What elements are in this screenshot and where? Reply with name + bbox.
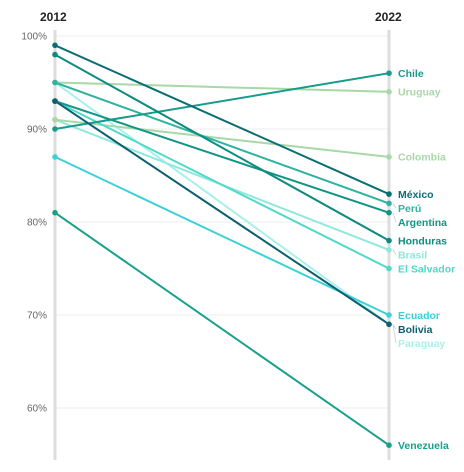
point-end-chile [386,70,392,76]
series-line-mexico [54,44,390,196]
point-end-mexico [386,191,392,197]
series-line-peru [54,81,390,205]
y-tick-labels: 60% 70% 80% 90% 100% [21,32,47,415]
series-label-peru: Perú [398,203,421,215]
series-line-uruguay [54,81,390,93]
point-end-ecuador [386,312,392,318]
series-label-el-salvador: El Salvador [398,263,455,275]
point-start-colombia [52,116,58,123]
label-connector-peru [392,203,397,209]
point-end-argentina [386,209,392,216]
point-start-mexico [52,42,58,49]
series-label-bolivia: Bolivia [398,324,433,336]
series-line-paraguay [54,81,390,326]
point-end-el-salvador [386,265,392,272]
y-tick-label-90: 90% [27,125,47,136]
point-end-bolivia [386,321,392,328]
series-label-honduras: Honduras [398,235,447,247]
point-end-peru [386,200,392,207]
point-start-ecuador [52,154,58,160]
series-line-argentina [54,100,390,214]
label-connector-argentina [392,212,397,223]
series-points [52,42,392,449]
point-start-honduras [52,51,58,58]
label-connector-brasil [392,249,397,255]
series-label-colombia: Colombia [398,152,446,164]
series-line-honduras [54,53,390,242]
series-label-paraguay: Paraguay [398,338,445,350]
series-line-bolivia [54,100,390,326]
point-end-brasil [386,247,392,253]
point-start-bolivia [52,98,58,104]
series-labels: Chile Uruguay Colombia México Perú Argentina H… [392,68,455,452]
series-label-chile: Chile [398,68,424,80]
y-tick-label-60: 60% [27,404,47,415]
y-tick-label-80: 80% [27,218,47,229]
label-connector-paraguay [392,324,397,344]
series-label-venezuela: Venezuela [398,440,449,452]
point-start-venezuela [52,209,58,216]
series-line-ecuador [54,155,390,316]
series-line-el-salvador [54,100,390,270]
point-start-peru [52,79,58,86]
y-tick-label-70: 70% [27,311,47,322]
point-end-venezuela [386,442,392,449]
series-line-venezuela [54,211,390,447]
point-end-colombia [386,154,392,160]
year-axes [53,30,391,460]
year-label-start: 2012 [40,10,67,24]
series-line-colombia [54,118,390,158]
y-tick-label-100: 100% [21,32,47,43]
series-label-brasil: Brasil [398,249,427,261]
series-label-uruguay: Uruguay [398,87,441,99]
series-label-ecuador: Ecuador [398,310,440,322]
grid-lines [55,35,389,409]
series-label-argentina: Argentina [398,217,447,229]
point-end-honduras [386,237,392,244]
series-lines [54,44,390,447]
series-label-mexico: México [398,189,434,201]
point-end-uruguay [386,89,392,95]
year-label-end: 2022 [375,10,402,24]
point-start-chile [52,126,58,132]
